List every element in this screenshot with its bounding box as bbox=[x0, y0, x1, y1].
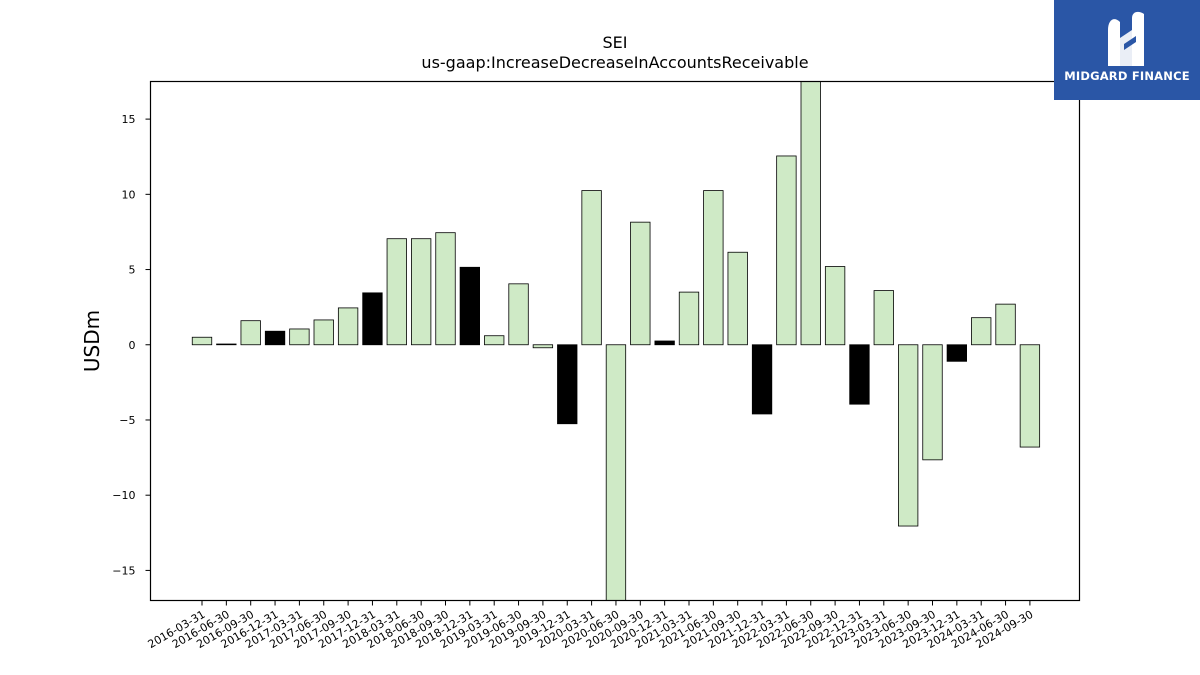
y-tick-label: −15 bbox=[112, 564, 135, 577]
bar-2023-12-31 bbox=[946, 344, 967, 362]
bar-2017-09-30 bbox=[337, 307, 359, 346]
chart-subtitle: us-gaap:IncreaseDecreaseInAccountsReceiv… bbox=[421, 53, 808, 72]
bar-2024-06-30 bbox=[995, 303, 1016, 346]
bar-2021-06-30 bbox=[703, 190, 724, 346]
bar-2019-12-31 bbox=[557, 344, 578, 425]
y-tick-label: 10 bbox=[122, 188, 136, 201]
y-tick-label: 0 bbox=[129, 339, 136, 352]
bar-2016-06-30 bbox=[216, 343, 237, 346]
bar-2022-09-30 bbox=[824, 266, 846, 346]
bar-2021-12-31 bbox=[751, 344, 773, 415]
bar-2018-09-30 bbox=[435, 232, 456, 346]
midgard-logo-icon bbox=[1108, 11, 1144, 66]
bar-2020-09-30 bbox=[630, 221, 651, 346]
bar-2022-03-31 bbox=[776, 155, 797, 346]
bar-2021-09-30 bbox=[727, 251, 748, 346]
bar-2020-06-30 bbox=[605, 344, 627, 601]
brand-name: MIDGARD FINANCE bbox=[1064, 69, 1190, 83]
bar-2021-03-31 bbox=[678, 291, 700, 346]
x-ticks-group: 2016-03-312016-06-302016-09-302016-12-31… bbox=[146, 600, 1035, 651]
y-axis-label: USDm bbox=[80, 310, 104, 372]
bar-2019-06-30 bbox=[508, 283, 529, 346]
bar-2016-03-31 bbox=[191, 336, 213, 346]
y-tick-label: −5 bbox=[119, 414, 135, 427]
bar-2017-03-31 bbox=[289, 328, 310, 346]
bar-2018-03-31 bbox=[386, 238, 407, 346]
bar-2017-06-30 bbox=[313, 319, 334, 346]
bar-2017-12-31 bbox=[362, 292, 383, 346]
bar-2018-06-30 bbox=[410, 238, 432, 346]
bar-2023-03-31 bbox=[873, 290, 894, 346]
bar-2022-06-30 bbox=[800, 81, 821, 346]
brand-logo: MIDGARD FINANCE bbox=[1054, 0, 1200, 100]
bar-2023-06-30 bbox=[898, 344, 919, 527]
y-tick-label: 15 bbox=[122, 113, 136, 126]
bar-2019-09-30 bbox=[532, 344, 554, 349]
bar-2019-03-31 bbox=[484, 335, 505, 346]
y-tick-label: 5 bbox=[129, 264, 136, 277]
bar-2023-09-30 bbox=[922, 344, 943, 461]
bar-2016-12-31 bbox=[264, 330, 286, 346]
bar-2024-09-30 bbox=[1019, 344, 1041, 448]
bar-2022-12-31 bbox=[849, 344, 870, 405]
chart-title: SEI bbox=[603, 33, 628, 52]
y-tick-label: −10 bbox=[112, 489, 135, 502]
y-ticks-group: −15 −10 −5 0 5 10 15 bbox=[112, 113, 151, 577]
bar-2018-12-31 bbox=[459, 266, 481, 346]
bars-group bbox=[191, 81, 1041, 601]
bar-2016-09-30 bbox=[240, 320, 261, 346]
bar-2024-03-31 bbox=[971, 317, 992, 346]
bar-2020-12-31 bbox=[654, 340, 675, 346]
bar-2020-03-31 bbox=[581, 190, 602, 346]
plot-frame bbox=[149, 80, 1081, 602]
